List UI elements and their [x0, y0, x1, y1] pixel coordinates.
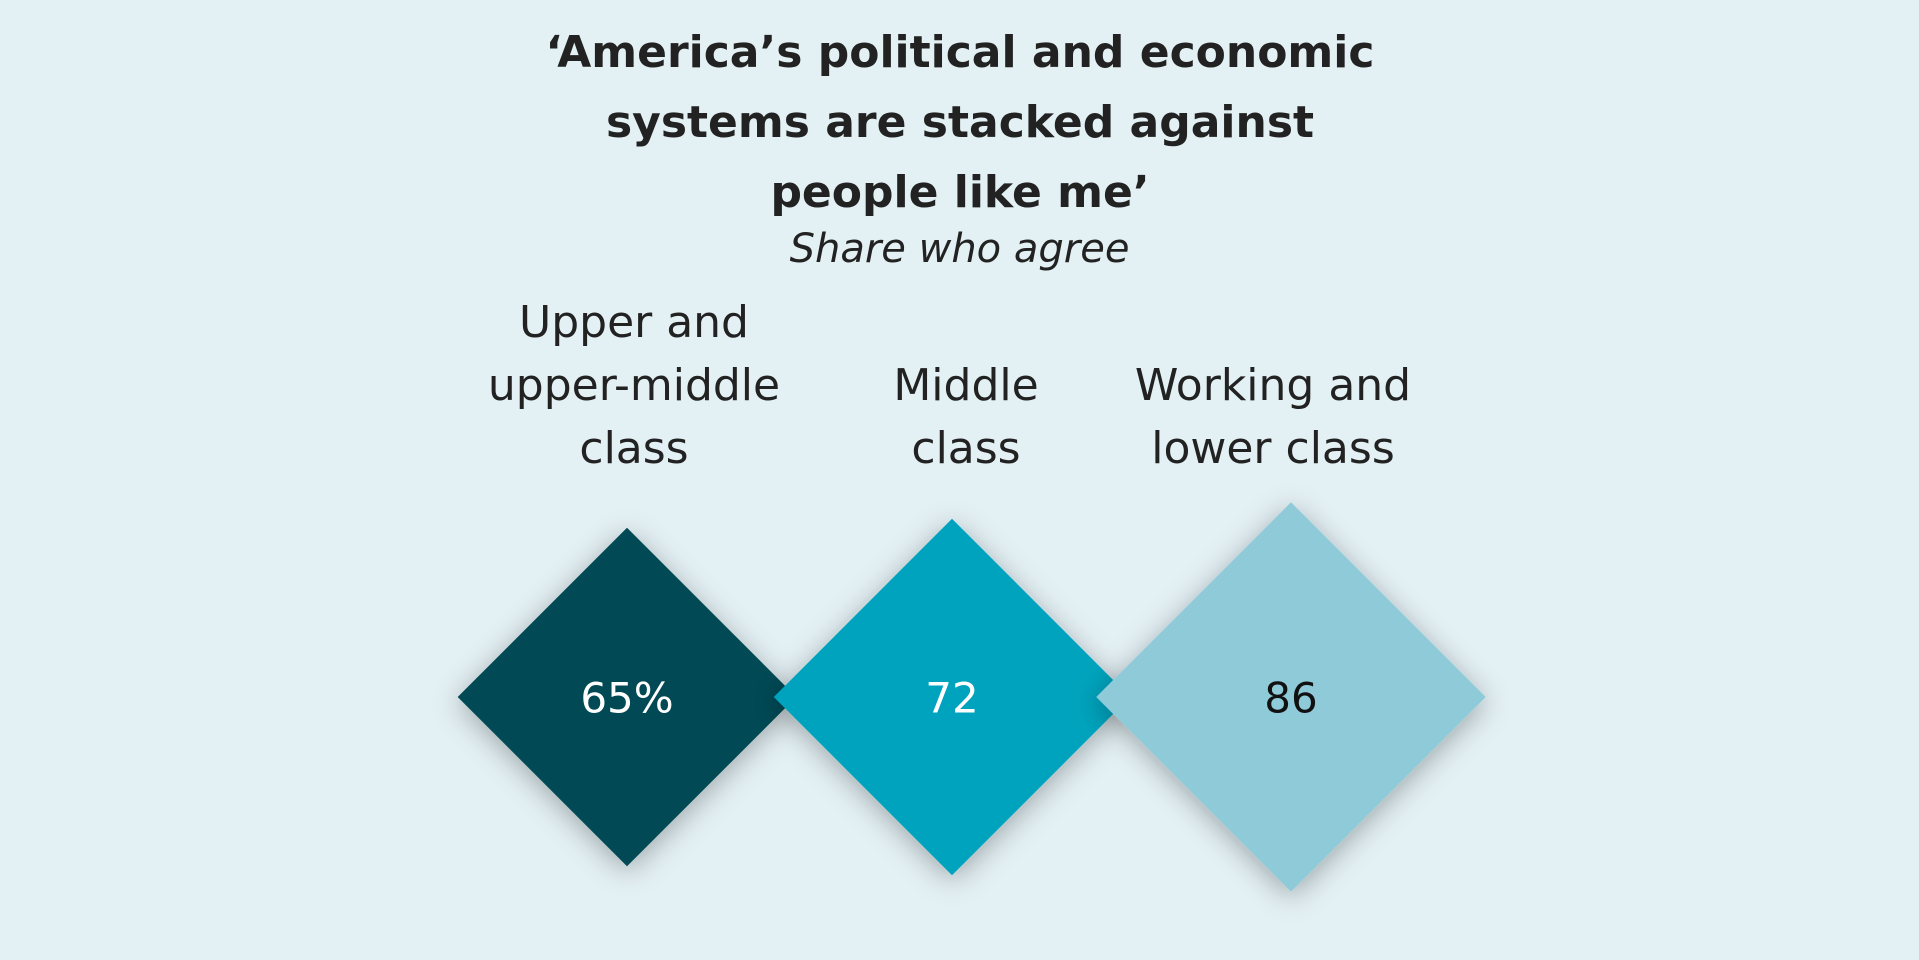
category-label: Middle class — [893, 360, 1039, 474]
chart-subtitle: Share who agree — [789, 226, 1130, 272]
category-label: Working and lower class — [1134, 360, 1412, 474]
diamond — [1096, 502, 1486, 892]
chart-title: ‘America’s political and economic system… — [545, 27, 1375, 218]
value-label: 72 — [925, 674, 978, 723]
value-label: 65% — [580, 674, 673, 723]
category-label: Upper and upper-middle class — [487, 297, 781, 474]
value-label: 86 — [1264, 674, 1317, 723]
diamond — [773, 518, 1131, 876]
diamond — [457, 527, 797, 867]
